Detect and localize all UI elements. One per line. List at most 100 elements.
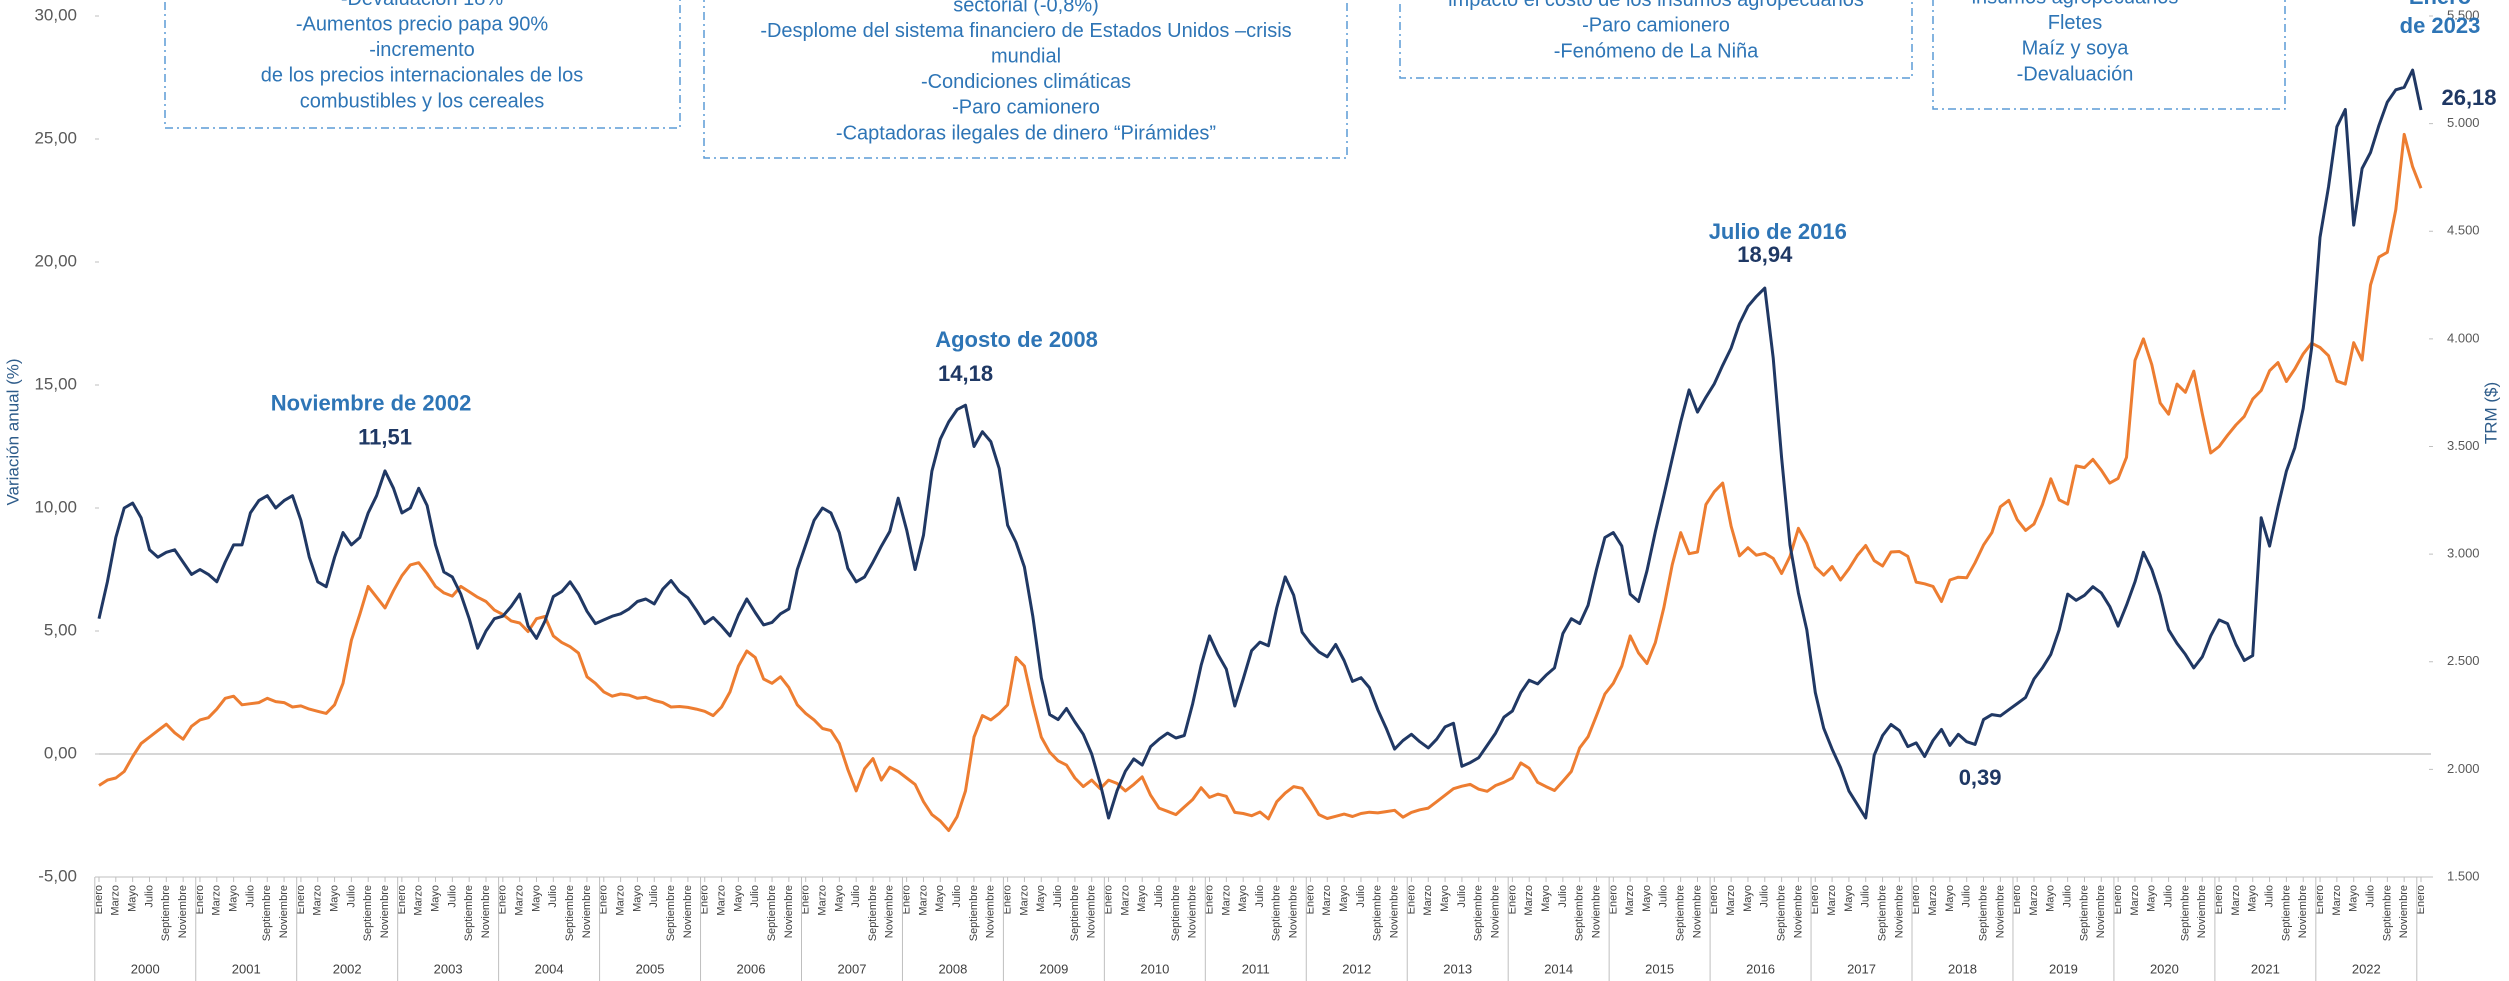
x-tick-label: Septiembre bbox=[463, 885, 475, 941]
x-tick-label: Enero bbox=[1607, 885, 1619, 914]
x-tick-label: Septiembre bbox=[261, 885, 273, 941]
x-tick-label: Noviembre bbox=[1489, 885, 1501, 938]
x-group-label: 2014 bbox=[1544, 961, 1573, 976]
x-group-label: 2004 bbox=[535, 961, 564, 976]
x-tick-label: Mayo bbox=[1439, 885, 1451, 912]
x-tick-label: Mayo bbox=[1843, 885, 1855, 912]
x-tick-label: Noviembre bbox=[985, 885, 997, 938]
text-box-line: -Aumentos precio papa 90% bbox=[296, 13, 549, 35]
x-group-label: 2016 bbox=[1746, 961, 1775, 976]
x-tick-label: Enero bbox=[1910, 885, 1922, 914]
x-tick-label: Marzo bbox=[2230, 885, 2242, 916]
x-tick-label: Marzo bbox=[816, 885, 828, 916]
x-tick-label: Julio bbox=[2062, 885, 2074, 908]
x-tick-label: Julio bbox=[951, 885, 963, 908]
x-tick-label: Septiembre bbox=[2179, 885, 2191, 941]
annotation-value: 18,94 bbox=[1737, 242, 1793, 267]
x-tick-label: Noviembre bbox=[177, 885, 189, 938]
x-tick-label: Noviembre bbox=[1691, 885, 1703, 938]
text-box-line: -Devaluación 18% bbox=[341, 0, 504, 10]
y-tick-label: 0,00 bbox=[44, 743, 77, 762]
x-tick-label: Julio bbox=[1355, 885, 1367, 908]
x-tick-label: Julio bbox=[244, 885, 256, 908]
x-tick-label: Mayo bbox=[1136, 885, 1148, 912]
x-tick-label: Septiembre bbox=[665, 885, 677, 941]
x-group-label: 2021 bbox=[2251, 961, 2280, 976]
x-tick-label: Septiembre bbox=[766, 885, 778, 941]
x-tick-label: Septiembre bbox=[1473, 885, 1485, 941]
y2-tick-label: 5.500 bbox=[2447, 7, 2480, 22]
x-tick-label: Marzo bbox=[715, 885, 727, 916]
x-tick-label: Noviembre bbox=[1590, 885, 1602, 938]
annotation-value: 0,39 bbox=[1959, 765, 2002, 790]
x-tick-label: Marzo bbox=[1826, 885, 1838, 916]
x-tick-label: Noviembre bbox=[1187, 885, 1199, 938]
x-tick-label: Mayo bbox=[2348, 885, 2360, 912]
text-box-line: combustibles y los cereales bbox=[300, 90, 545, 112]
x-tick-label: Septiembre bbox=[2280, 885, 2292, 941]
x-group-label: 2003 bbox=[434, 961, 463, 976]
text-box-line: de los precios internacionales de los bbox=[261, 65, 583, 87]
x-tick-label: Julio bbox=[2263, 885, 2275, 908]
x-tick-label: Marzo bbox=[1018, 885, 1030, 916]
x-group-label: 2010 bbox=[1140, 961, 1169, 976]
x-tick-label: Noviembre bbox=[581, 885, 593, 938]
x-tick-label: Mayo bbox=[1944, 885, 1956, 912]
text-box-line: -Fenómeno de La Niña bbox=[1554, 40, 1759, 62]
x-tick-label: Mayo bbox=[1540, 885, 1552, 912]
y-tick-label: 10,00 bbox=[34, 497, 77, 516]
x-tick-label: Mayo bbox=[328, 885, 340, 912]
y2-axis-label: TRM ($) bbox=[2481, 382, 2500, 444]
x-tick-label: Enero bbox=[699, 885, 711, 914]
x-tick-label: Marzo bbox=[110, 885, 122, 916]
y-axis-label: Variación anual (%) bbox=[3, 358, 22, 505]
x-tick-label: Noviembre bbox=[682, 885, 694, 938]
x-tick-label: Julio bbox=[1153, 885, 1165, 908]
y-tick-label: 20,00 bbox=[34, 251, 77, 270]
x-tick-label: Septiembre bbox=[160, 885, 172, 941]
x-group-label: 2011 bbox=[1242, 961, 1270, 976]
x-tick-label: Marzo bbox=[413, 885, 425, 916]
x-tick-label: Enero bbox=[396, 885, 408, 914]
y-tick-label: 25,00 bbox=[34, 128, 77, 147]
text-box-line: insumos agropecuarios bbox=[1972, 0, 2179, 8]
y-tick-label: 30,00 bbox=[34, 5, 77, 24]
x-group-label: 2019 bbox=[2049, 961, 2078, 976]
y2-tick-label: 1.500 bbox=[2447, 868, 2480, 883]
x-tick-label: Mayo bbox=[631, 885, 643, 912]
annotation-value: 26,18 bbox=[2441, 85, 2496, 110]
x-tick-label: Julio bbox=[345, 885, 357, 908]
annotation-title: de 2023 bbox=[2400, 13, 2481, 38]
x-group-label: 2007 bbox=[838, 961, 867, 976]
x-tick-label: Noviembre bbox=[1893, 885, 1905, 938]
x-tick-label: Septiembre bbox=[1675, 885, 1687, 941]
x-tick-label: Marzo bbox=[1624, 885, 1636, 916]
x-tick-label: Enero bbox=[1002, 885, 1014, 914]
x-group-label: 2020 bbox=[2150, 961, 2179, 976]
annotation-value: 11,51 bbox=[358, 425, 412, 450]
x-tick-label: Enero bbox=[2314, 885, 2326, 914]
x-tick-label: Septiembre bbox=[1977, 885, 1989, 941]
y-tick-label: 15,00 bbox=[34, 374, 77, 393]
x-tick-label: Enero bbox=[497, 885, 509, 914]
x-tick-label: Noviembre bbox=[1086, 885, 1098, 938]
x-tick-label: Mayo bbox=[1742, 885, 1754, 912]
x-tick-label: Enero bbox=[2415, 885, 2427, 914]
x-tick-label: Noviembre bbox=[1288, 885, 1300, 938]
x-tick-label: Noviembre bbox=[783, 885, 795, 938]
x-tick-label: Mayo bbox=[127, 885, 139, 912]
text-box-line: -incremento bbox=[369, 39, 475, 61]
x-tick-label: Julio bbox=[1860, 885, 1872, 908]
text-box-line: mundial bbox=[991, 45, 1061, 67]
x-group-label: 2000 bbox=[131, 961, 160, 976]
text-box-line: Maíz y soya bbox=[2022, 38, 2130, 60]
y2-tick-label: 2.000 bbox=[2447, 761, 2480, 776]
x-tick-label: Marzo bbox=[615, 885, 627, 916]
x-group-label: 2009 bbox=[1039, 961, 1068, 976]
x-tick-label: Enero bbox=[295, 885, 307, 914]
annotation-title: Julio de 2016 bbox=[1709, 219, 1847, 244]
x-tick-label: Julio bbox=[143, 885, 155, 908]
x-tick-label: Marzo bbox=[2331, 885, 2343, 916]
text-box-line: -Devaluación bbox=[2017, 63, 2134, 85]
